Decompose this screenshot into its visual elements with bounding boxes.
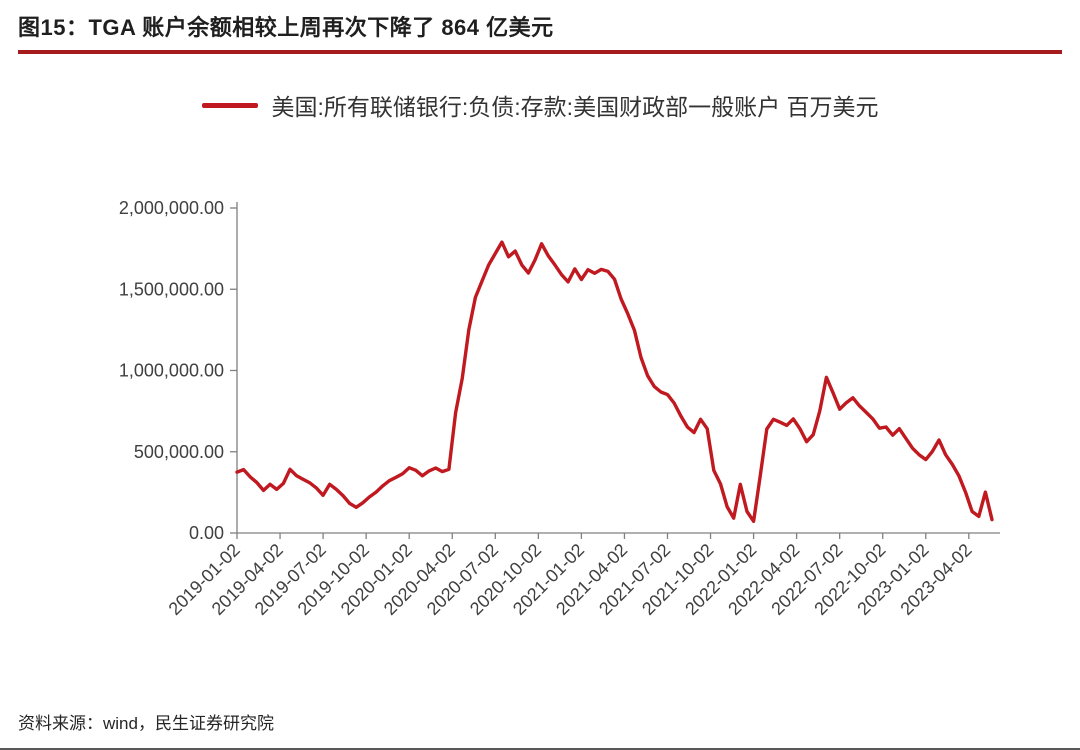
svg-text:2,000,000.00: 2,000,000.00 <box>119 198 224 218</box>
source-text: 资料来源：wind，民生证券研究院 <box>18 714 274 733</box>
legend-label: 美国:所有联储银行:负债:存款:美国财政部一般账户 百万美元 <box>271 94 879 120</box>
figure-title-bar: 图15：TGA 账户余额相较上周再次下降了 864 亿美元 <box>18 10 1062 54</box>
svg-text:1,500,000.00: 1,500,000.00 <box>119 279 224 299</box>
svg-text:1,000,000.00: 1,000,000.00 <box>119 361 224 381</box>
chart-area: 0.00 500,000.00 1,000,000.00 1,500,000.00 2,… <box>20 158 1060 668</box>
legend-line-swatch <box>201 102 258 108</box>
source-note: 资料来源：wind，民生证券研究院 <box>0 709 1080 750</box>
figure-title: 图15：TGA 账户余额相较上周再次下降了 864 亿美元 <box>18 15 554 40</box>
chart-legend: 美国:所有联储银行:负债:存款:美国财政部一般账户 百万美元 <box>0 88 1080 122</box>
svg-text:500,000.00: 500,000.00 <box>134 442 224 462</box>
svg-text:0.00: 0.00 <box>189 523 224 543</box>
tga-line-chart: 0.00 500,000.00 1,000,000.00 1,500,000.00 2,… <box>119 198 1000 619</box>
